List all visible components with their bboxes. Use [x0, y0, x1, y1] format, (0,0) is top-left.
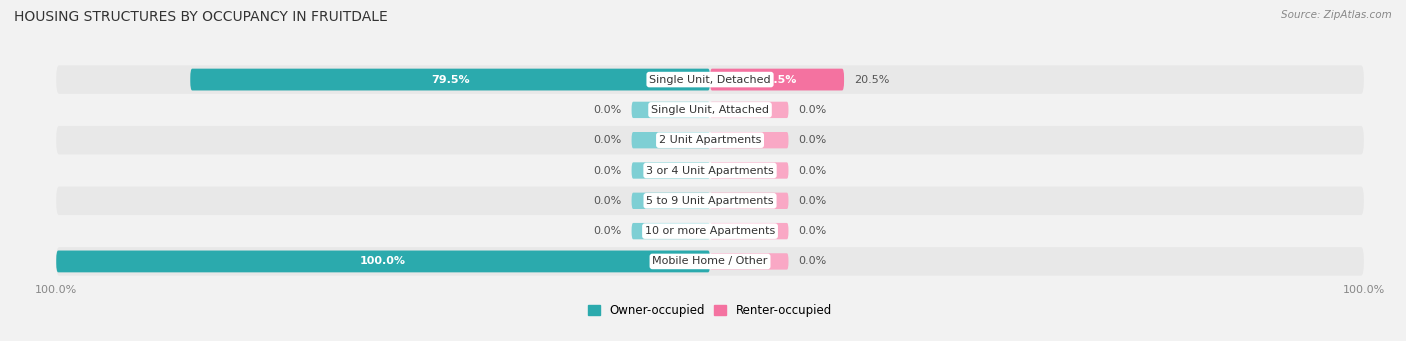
Text: 0.0%: 0.0% [799, 105, 827, 115]
Text: 20.5%: 20.5% [853, 75, 889, 85]
Legend: Owner-occupied, Renter-occupied: Owner-occupied, Renter-occupied [583, 299, 837, 322]
Text: 0.0%: 0.0% [593, 196, 621, 206]
FancyBboxPatch shape [710, 193, 789, 209]
FancyBboxPatch shape [56, 187, 1364, 215]
FancyBboxPatch shape [631, 132, 710, 148]
Text: Single Unit, Detached: Single Unit, Detached [650, 75, 770, 85]
FancyBboxPatch shape [710, 69, 844, 90]
Text: 0.0%: 0.0% [593, 165, 621, 176]
Text: Source: ZipAtlas.com: Source: ZipAtlas.com [1281, 10, 1392, 20]
FancyBboxPatch shape [710, 132, 789, 148]
FancyBboxPatch shape [56, 95, 1364, 124]
FancyBboxPatch shape [190, 69, 710, 90]
FancyBboxPatch shape [56, 217, 1364, 246]
FancyBboxPatch shape [631, 193, 710, 209]
Text: 0.0%: 0.0% [593, 226, 621, 236]
Text: HOUSING STRUCTURES BY OCCUPANCY IN FRUITDALE: HOUSING STRUCTURES BY OCCUPANCY IN FRUIT… [14, 10, 388, 24]
Text: 0.0%: 0.0% [799, 226, 827, 236]
FancyBboxPatch shape [56, 126, 1364, 154]
Text: 2 Unit Apartments: 2 Unit Apartments [659, 135, 761, 145]
Text: 0.0%: 0.0% [593, 135, 621, 145]
FancyBboxPatch shape [56, 251, 710, 272]
Text: 0.0%: 0.0% [799, 256, 827, 266]
Text: 79.5%: 79.5% [430, 75, 470, 85]
Text: 3 or 4 Unit Apartments: 3 or 4 Unit Apartments [647, 165, 773, 176]
FancyBboxPatch shape [710, 102, 789, 118]
FancyBboxPatch shape [56, 247, 1364, 276]
Text: Single Unit, Attached: Single Unit, Attached [651, 105, 769, 115]
Text: Mobile Home / Other: Mobile Home / Other [652, 256, 768, 266]
Text: 0.0%: 0.0% [799, 135, 827, 145]
FancyBboxPatch shape [56, 156, 1364, 185]
Text: 100.0%: 100.0% [360, 256, 406, 266]
FancyBboxPatch shape [631, 223, 710, 239]
FancyBboxPatch shape [631, 102, 710, 118]
FancyBboxPatch shape [710, 162, 789, 179]
FancyBboxPatch shape [710, 253, 789, 270]
Text: 20.5%: 20.5% [758, 75, 796, 85]
Text: 0.0%: 0.0% [799, 165, 827, 176]
Text: 5 to 9 Unit Apartments: 5 to 9 Unit Apartments [647, 196, 773, 206]
Text: 10 or more Apartments: 10 or more Apartments [645, 226, 775, 236]
FancyBboxPatch shape [631, 162, 710, 179]
Text: 0.0%: 0.0% [593, 105, 621, 115]
FancyBboxPatch shape [710, 223, 789, 239]
Text: 0.0%: 0.0% [799, 196, 827, 206]
FancyBboxPatch shape [56, 65, 1364, 94]
